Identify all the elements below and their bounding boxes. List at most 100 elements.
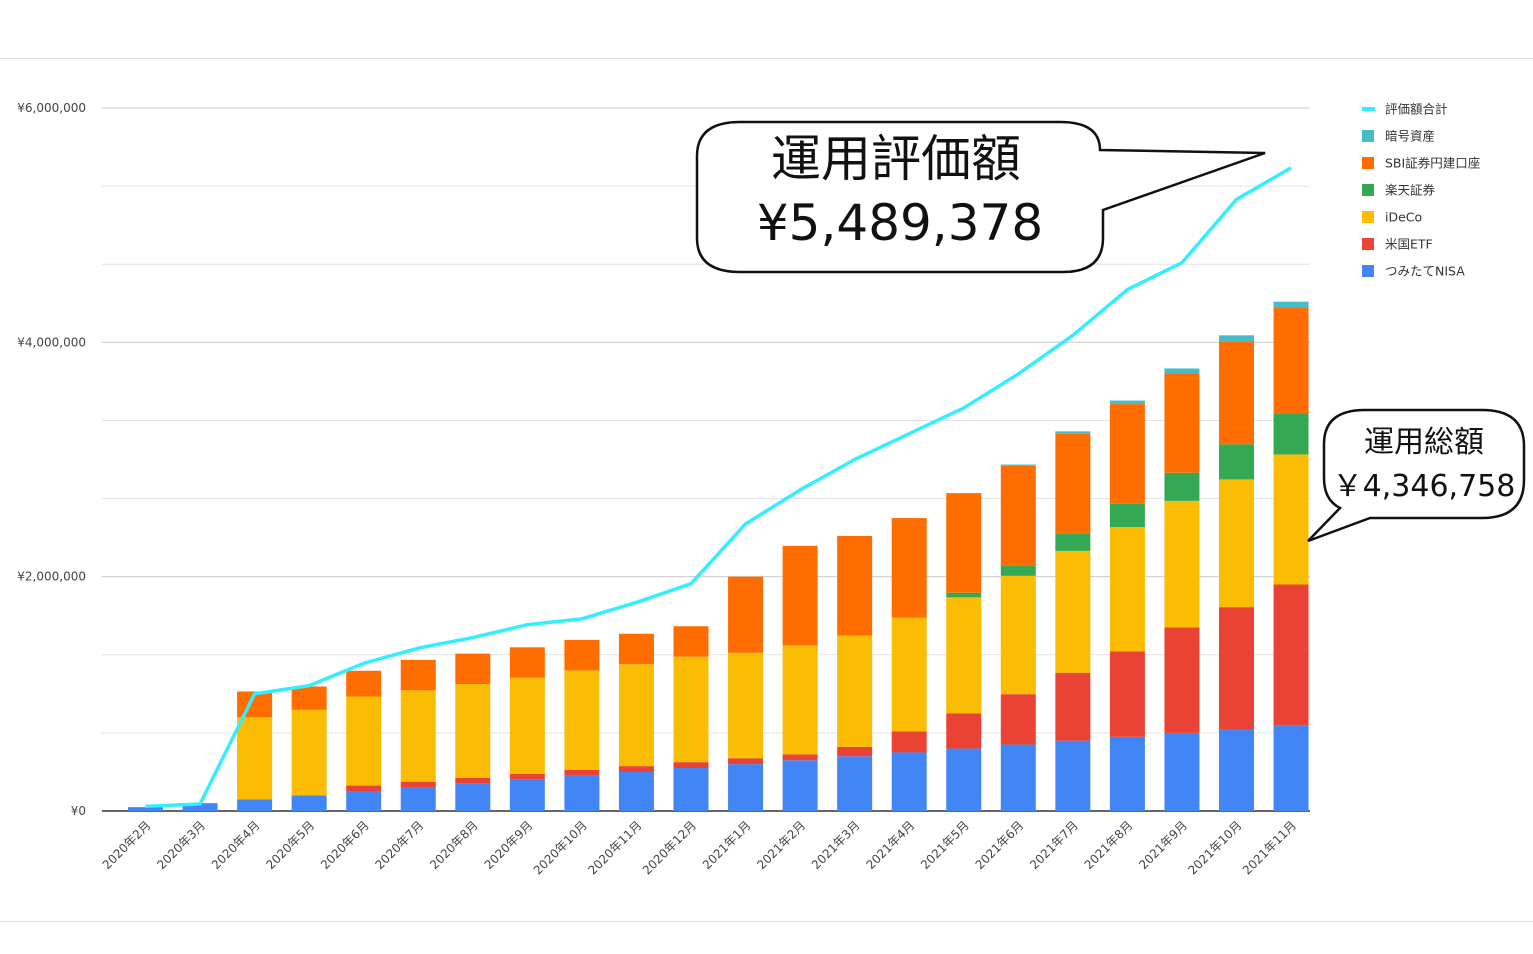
legend-swatch [1362, 130, 1374, 142]
bar-segment [1055, 533, 1091, 551]
bar-segment [1109, 404, 1145, 504]
bar-segment [455, 653, 491, 685]
x-tick-label: 2021年4月 [863, 818, 917, 872]
bar-segment [400, 787, 436, 811]
x-tick-label: 2021年11月 [1240, 818, 1299, 877]
bar-segment [509, 677, 545, 774]
x-tick-label: 2021年10月 [1185, 818, 1244, 877]
y-axis: ¥0 ¥2,000,000 ¥4,000,000 ¥6,000,000 [17, 101, 86, 818]
total-callout-value: ￥4,346,758 [1333, 469, 1516, 504]
bar-segment [1000, 694, 1036, 745]
legend-label: つみたてNISA [1385, 264, 1465, 279]
bar-segment [1164, 373, 1200, 473]
bar-segment [673, 767, 709, 811]
x-tick-label: 2020年12月 [640, 818, 699, 877]
bar-segment [1109, 651, 1145, 737]
bar-segment [346, 670, 382, 697]
x-tick-label: 2020年2月 [100, 818, 154, 872]
bar-segment [673, 626, 709, 657]
bar-segment [564, 670, 600, 770]
x-tick-label: 2021年2月 [754, 818, 808, 872]
chart-frame [0, 58, 1533, 922]
bar-segment [564, 769, 600, 776]
x-tick-label: 2020年10月 [531, 818, 590, 877]
bar-segment [1109, 527, 1145, 652]
valuation-callout-value: ¥5,489,378 [757, 194, 1043, 252]
legend-swatch [1362, 184, 1374, 196]
bar-segment [728, 764, 764, 811]
bar-segment [237, 717, 273, 800]
legend-label: SBI証券円建口座 [1385, 156, 1480, 171]
x-tick-label: 2020年7月 [372, 818, 426, 872]
bar-segment [891, 752, 927, 811]
bar-segment [1219, 341, 1254, 445]
bar-segment [509, 647, 545, 678]
bar-segment [1164, 472, 1200, 501]
bar-segment [455, 777, 491, 784]
bar-segment [509, 779, 545, 811]
x-tick-label: 2020年3月 [154, 818, 208, 872]
bar-segment [1109, 736, 1145, 811]
bar-segment [837, 746, 873, 757]
legend-swatch [1362, 211, 1374, 223]
bar-segment [1273, 454, 1309, 585]
bar-segment [1219, 479, 1254, 608]
y-tick-label: ¥0 [71, 804, 86, 818]
legend-swatch [1362, 157, 1374, 169]
y-tick-label: ¥2,000,000 [17, 570, 86, 584]
bar-segment [728, 652, 764, 759]
x-axis: 2020年2月 2020年3月 2020年4月 2020年5月 2020年6月 2020年… [100, 818, 1299, 877]
bar-segment [1109, 503, 1145, 528]
bar-segment [1164, 732, 1200, 811]
bar-segment [1000, 464, 1036, 466]
bar-segment [891, 518, 927, 618]
bar-segment [1055, 431, 1091, 434]
bar-segment [946, 597, 982, 714]
x-tick-label: 2020年11月 [585, 818, 644, 877]
bar-segment [346, 696, 382, 786]
bar-segment [1219, 607, 1254, 729]
bar-segment [946, 592, 982, 598]
x-tick-label: 2021年9月 [1136, 818, 1190, 872]
legend-label: 楽天証券 [1385, 183, 1436, 198]
bar-segment [1219, 335, 1254, 342]
legend-swatch [1362, 265, 1374, 277]
bar-segment [728, 576, 764, 653]
bar-segment [564, 639, 600, 671]
bar-segment [128, 807, 163, 811]
bar-segment [1109, 400, 1145, 405]
legend-label: 評価額合計 [1385, 102, 1448, 117]
x-tick-label: 2020年4月 [209, 818, 263, 872]
bar-segment [1273, 301, 1309, 309]
bar-segment [1000, 465, 1036, 566]
y-tick-label: ¥4,000,000 [17, 335, 86, 349]
valuation-line [145, 166, 1292, 809]
bar-segment [346, 791, 382, 811]
bar-segment [291, 709, 327, 796]
bar-segment [618, 771, 654, 811]
valuation-callout: 運用評価額 ¥5,489,378 [695, 120, 1266, 274]
bar-segment [1000, 565, 1036, 576]
bar-segment [291, 686, 327, 710]
bar-segment [618, 664, 654, 767]
bar-segment [1164, 627, 1200, 733]
bar-segment [782, 645, 818, 755]
x-tick-label: 2021年5月 [918, 818, 972, 872]
bar-segment [455, 783, 491, 811]
bar-segment [1273, 725, 1309, 811]
legend-label: 米国ETF [1385, 237, 1433, 252]
bar-segment [946, 713, 982, 749]
legend-swatch [1362, 107, 1375, 111]
bar-segment [1164, 368, 1200, 374]
x-tick-label: 2020年9月 [482, 818, 536, 872]
x-tick-label: 2021年7月 [1027, 818, 1081, 872]
x-tick-label: 2020年8月 [427, 818, 481, 872]
bar-segment [291, 795, 327, 811]
bar-segment [837, 756, 873, 811]
bar-segment [1055, 672, 1091, 741]
bar-segment [1055, 433, 1091, 534]
bar-segment [618, 766, 654, 772]
bar-segment [346, 785, 382, 792]
